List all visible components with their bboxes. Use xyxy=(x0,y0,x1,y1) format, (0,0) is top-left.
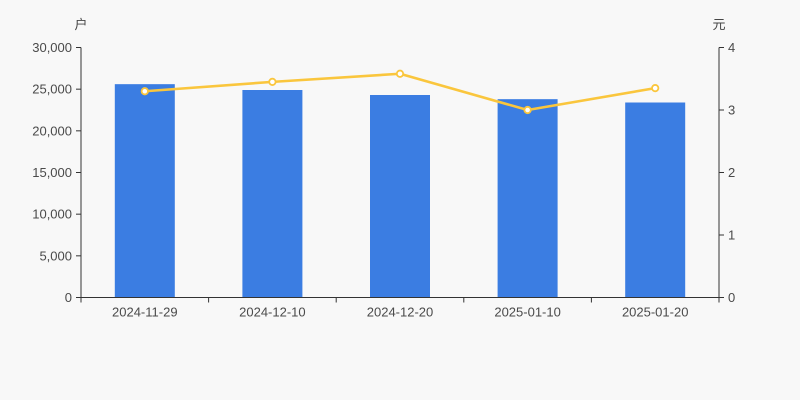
left-axis-tick-label: 5,000 xyxy=(39,248,72,263)
right-axis-tick-label: 1 xyxy=(728,228,735,243)
left-axis-tick-label: 0 xyxy=(65,290,72,305)
bar-2025-01-10[interactable] xyxy=(497,99,558,298)
axes-group: 0 5,000 10,000 15,000 20,000 25,000 30,000 0 1 2 3… xyxy=(32,40,735,320)
right-axis-tick-label: 0 xyxy=(728,290,735,305)
x-axis-label: 2024-11-29 xyxy=(112,305,178,320)
bar-series-group xyxy=(114,84,686,298)
right-axis-tick-label: 3 xyxy=(728,103,735,118)
right-axis-tick-label: 2 xyxy=(728,165,735,180)
bar-2024-12-10[interactable] xyxy=(242,90,303,298)
left-axis-tick-label: 30,000 xyxy=(32,40,72,55)
line-point-2024-11-29[interactable] xyxy=(140,87,149,96)
bar-2024-12-20[interactable] xyxy=(370,95,430,298)
x-axis-label: 2024-12-10 xyxy=(239,305,306,320)
line-point-2024-12-10[interactable] xyxy=(268,77,277,86)
line-point-2025-01-20[interactable] xyxy=(651,84,660,93)
left-axis-tick-label: 20,000 xyxy=(32,123,72,138)
line-point-2024-12-20[interactable] xyxy=(395,69,405,78)
bar-2025-01-20[interactable] xyxy=(625,102,686,298)
left-axis-tick-label: 10,000 xyxy=(32,207,72,222)
left-axis-tick-label: 25,000 xyxy=(32,82,72,97)
right-axis-tick-label: 4 xyxy=(728,40,735,55)
bar-2024-11-29[interactable] xyxy=(114,84,175,298)
x-axis-label: 2024-12-20 xyxy=(367,305,434,320)
line-point-2025-01-10[interactable] xyxy=(523,105,532,115)
left-axis-tick-label: 15,000 xyxy=(32,165,72,180)
line-series-group xyxy=(140,69,660,115)
x-axis-label: 2025-01-10 xyxy=(494,305,561,320)
x-axis-label: 2025-01-20 xyxy=(622,305,689,320)
right-axis-unit-label: 元 xyxy=(712,17,725,32)
left-axis-unit-label: 户 xyxy=(74,17,87,32)
